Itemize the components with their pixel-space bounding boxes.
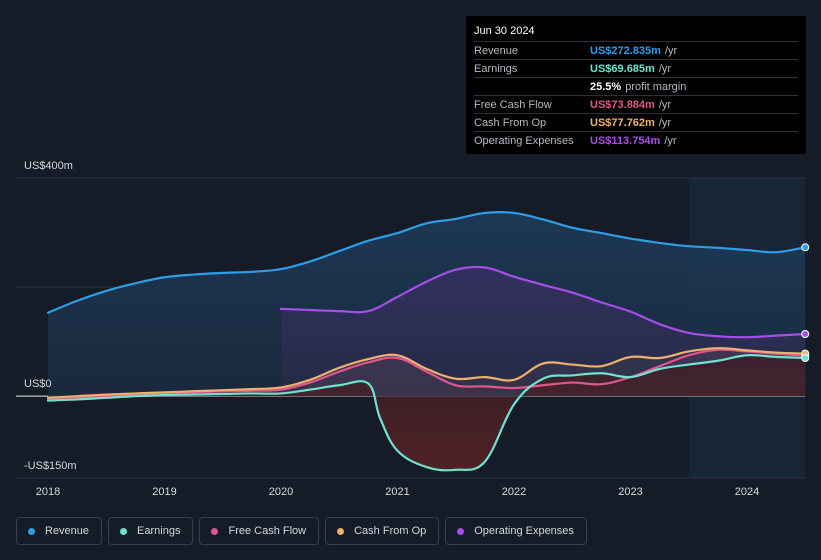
tooltip-row-unit: profit margin bbox=[625, 80, 687, 93]
legend-label: Operating Expenses bbox=[474, 525, 574, 537]
tooltip-row-value: US$69.685m bbox=[590, 62, 655, 75]
cash-from-op-line bbox=[46, 347, 807, 399]
x-axis-label: 2023 bbox=[618, 486, 642, 498]
x-axis-label: 2020 bbox=[269, 486, 293, 498]
tooltip-rows: Revenue US$272.835m/yr Earnings US$69.685m /… bbox=[474, 41, 798, 149]
revenue-end-marker bbox=[801, 243, 810, 252]
legend-item-operating-expenses[interactable]: Operating Expenses bbox=[445, 517, 587, 545]
tooltip-row-value: US$77.762m bbox=[590, 116, 655, 129]
legend-label: Free Cash Flow bbox=[228, 525, 307, 537]
tooltip-row-unit: /yr bbox=[664, 44, 678, 57]
operating-expenses-end-marker bbox=[801, 330, 810, 338]
earnings-end-marker bbox=[801, 354, 810, 362]
data-tooltip: Jun 30 2024 Revenue US$272.835m/yr Earning… bbox=[466, 16, 806, 154]
legend-dot-icon bbox=[337, 527, 345, 535]
tooltip-row-value: US$113.754m bbox=[590, 134, 661, 147]
x-axis-label: 2024 bbox=[735, 486, 759, 498]
tooltip-row: Earnings US$69.685m/yr bbox=[474, 59, 798, 77]
tooltip-row-unit: /yr bbox=[664, 134, 677, 147]
tooltip-row-unit: /yr bbox=[658, 98, 672, 111]
legend-item-revenue[interactable]: Revenue bbox=[16, 517, 103, 545]
x-axis-labels: 2018 2019 2020 2021 2022 2023 2024 bbox=[36, 486, 759, 498]
y-axis-labels: US$400m US$0 -US$150m bbox=[24, 160, 77, 472]
tooltip-row-label: Cash From Op bbox=[474, 116, 547, 129]
chart-canvas: US$400m US$0 -US$150m 2018 2019 2020 2021 2022… bbox=[16, 160, 810, 498]
tooltip-row-label: Earnings bbox=[474, 62, 518, 75]
legend-label: Revenue bbox=[45, 525, 90, 537]
tooltip-row-value: US$272.835m bbox=[590, 44, 661, 57]
chart-legend: Revenue Earnings Free Cash Flow Cash From O… bbox=[16, 517, 587, 545]
earnings-line bbox=[46, 354, 807, 472]
y-axis-label: -US$150m bbox=[24, 460, 77, 472]
legend-item-free-cash-flow[interactable]: Free Cash Flow bbox=[199, 517, 320, 545]
legend-dot-icon bbox=[120, 527, 128, 535]
y-axis-label: US$0 bbox=[24, 378, 52, 390]
revenue-line bbox=[46, 210, 807, 314]
series-end-markers bbox=[801, 243, 810, 362]
legend-dot-icon bbox=[457, 527, 465, 535]
tooltip-row: 25.5% profit margin bbox=[474, 77, 798, 95]
series-lines bbox=[46, 210, 807, 472]
legend-item-cash-from-op[interactable]: Cash From Op bbox=[325, 517, 440, 545]
tooltip-row-value: US$73.884m bbox=[590, 98, 655, 111]
legend-item-earnings[interactable]: Earnings bbox=[108, 517, 194, 545]
tooltip-row: Free Cash Flow US$73.884m/yr bbox=[474, 95, 798, 113]
x-axis-label: 2018 bbox=[36, 486, 60, 498]
tooltip-row: Revenue US$272.835m/yr bbox=[474, 41, 798, 59]
tooltip-row: Operating Expenses US$113.754m/yr bbox=[474, 131, 798, 149]
legend-dot-icon bbox=[28, 527, 35, 535]
tooltip-row-label: Operating Expenses bbox=[474, 134, 574, 147]
x-axis-label: 2019 bbox=[152, 486, 176, 498]
legend-label: Earnings bbox=[137, 525, 181, 537]
legend-dot-icon bbox=[211, 527, 219, 535]
x-axis-label: 2022 bbox=[502, 486, 526, 498]
legend-label: Cash From Op bbox=[354, 525, 427, 537]
tooltip-row-unit: /yr bbox=[658, 62, 672, 75]
tooltip-row-unit: /yr bbox=[658, 116, 672, 129]
y-axis-label: US$400m bbox=[24, 160, 73, 172]
tooltip-date: Jun 30 2024 bbox=[474, 25, 535, 37]
earnings-area bbox=[48, 355, 806, 471]
tooltip-row: Cash From Op US$77.762m/yr bbox=[474, 113, 798, 131]
tooltip-row-label: Free Cash Flow bbox=[474, 98, 552, 111]
x-axis-label: 2021 bbox=[385, 486, 409, 498]
tooltip-row-label: Revenue bbox=[474, 44, 519, 57]
operating-expenses-line bbox=[279, 265, 807, 339]
tooltip-row-value: 25.5% bbox=[590, 80, 622, 93]
